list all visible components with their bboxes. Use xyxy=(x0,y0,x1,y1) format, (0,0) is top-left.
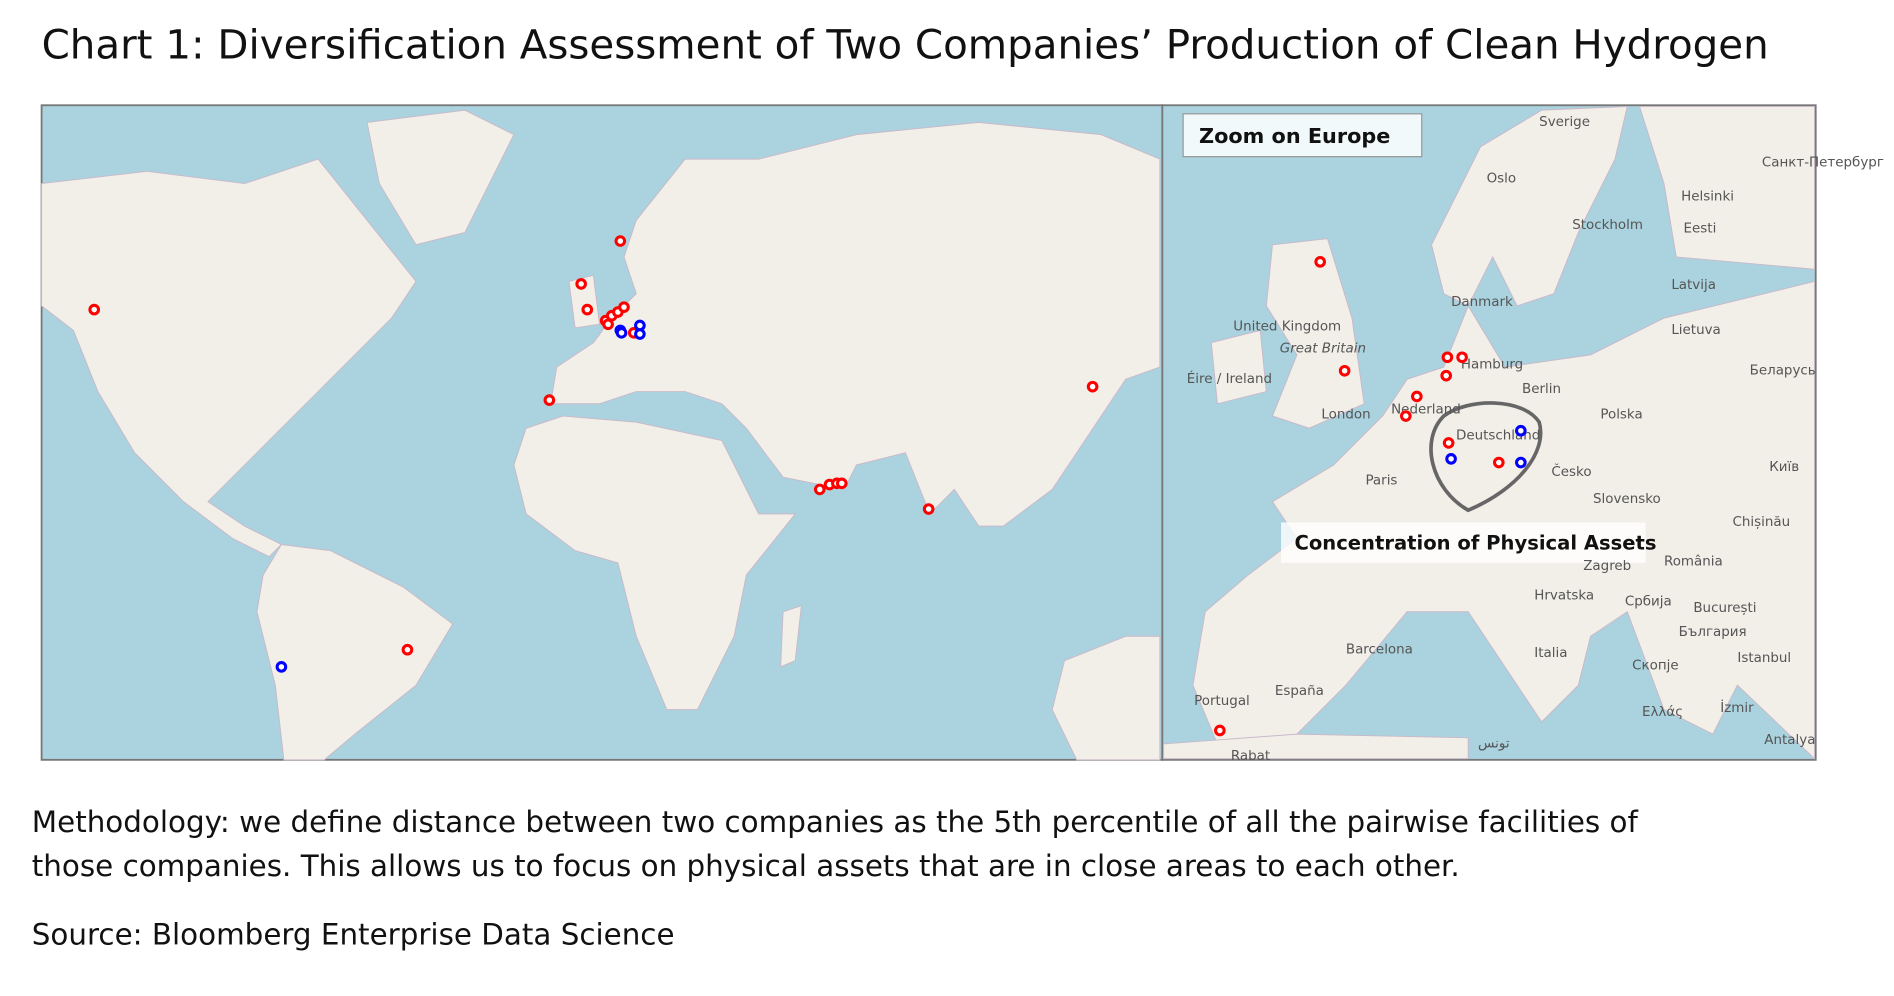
methodology-line: Methodology: we define distance between … xyxy=(32,805,1639,839)
place-label: Danmark xyxy=(1451,295,1513,310)
facility-marker xyxy=(614,235,627,247)
facility-marker xyxy=(1400,410,1412,422)
source: Source: Bloomberg Enterprise Data Scienc… xyxy=(32,918,675,952)
place-label: Deutschland xyxy=(1456,428,1540,443)
facility-marker xyxy=(581,303,594,316)
place-label: Hrvatska xyxy=(1534,589,1594,604)
place-label: Sverige xyxy=(1539,115,1590,130)
facility-marker xyxy=(1445,453,1457,465)
place-label: Србија xyxy=(1625,594,1672,610)
facility-marker xyxy=(602,318,614,331)
facility-marker xyxy=(543,394,556,406)
place-label: Київ xyxy=(1769,459,1799,475)
facility-marker xyxy=(1456,351,1468,364)
place-label: Italia xyxy=(1534,646,1567,661)
facility-marker xyxy=(1214,724,1226,737)
place-label: تونس xyxy=(1478,737,1510,752)
place-label: Санкт-Петербург xyxy=(1762,154,1884,170)
facility-marker xyxy=(575,278,587,290)
concentration-outline xyxy=(1429,401,1543,513)
place-label: Istanbul xyxy=(1737,651,1791,666)
facility-marker xyxy=(1314,256,1326,268)
place-label: España xyxy=(1275,684,1324,699)
facility-marker xyxy=(1411,390,1423,403)
facility-marker xyxy=(1086,380,1099,393)
inset-title-box xyxy=(1182,113,1423,158)
annotation-box xyxy=(1281,522,1646,563)
place-label: Hamburg xyxy=(1461,357,1523,372)
place-label: România xyxy=(1664,553,1723,569)
world-map xyxy=(40,104,1164,761)
facility-marker xyxy=(1338,364,1351,377)
place-label: Česko xyxy=(1551,462,1591,480)
place-label: Скопје xyxy=(1632,658,1679,673)
annotation: Concentration of Physical Assets xyxy=(1294,531,1656,554)
place-label: Chișinău xyxy=(1732,515,1790,530)
place-label: İzmir xyxy=(1720,698,1754,716)
place-label: Latvija xyxy=(1671,278,1716,293)
place-label: Rabat xyxy=(1231,749,1270,764)
place-label: United Kingdom xyxy=(1233,319,1341,334)
place-label: Helsinki xyxy=(1681,190,1734,205)
facility-marker xyxy=(1440,369,1453,382)
place-label: Lietuva xyxy=(1671,323,1720,338)
place-label: Portugal xyxy=(1194,694,1250,709)
place-label: Zagreb xyxy=(1583,559,1631,574)
facility-marker xyxy=(813,483,826,496)
title: Chart 1: Diversification Assessment of T… xyxy=(42,22,1769,69)
facility-marker xyxy=(1442,437,1455,449)
facility-marker xyxy=(401,643,414,656)
facility-marker xyxy=(275,661,288,673)
place-label: Paris xyxy=(1365,474,1397,489)
place-label: Oslo xyxy=(1487,171,1517,186)
place-label: London xyxy=(1321,407,1370,422)
facility-marker xyxy=(618,301,630,313)
facility-marker xyxy=(1515,424,1527,437)
place-label: Berlin xyxy=(1522,382,1561,397)
place-label: Great Britain xyxy=(1280,341,1366,356)
place-label: Eesti xyxy=(1684,221,1717,236)
place-label: Éire / Ireland xyxy=(1187,370,1272,387)
place-label: Polska xyxy=(1600,407,1642,422)
inset-title: Zoom on Europe xyxy=(1199,124,1390,148)
facility-marker xyxy=(1515,456,1527,469)
europe-map: Zoom on Europe Concentration of Physical… xyxy=(1161,104,1817,761)
facility-marker xyxy=(1441,351,1454,364)
place-label: București xyxy=(1693,601,1756,616)
place-label: Barcelona xyxy=(1346,642,1413,657)
facility-marker xyxy=(88,303,101,316)
facility-marker xyxy=(634,328,646,340)
place-label: Antalya xyxy=(1764,733,1815,748)
place-label: Slovensko xyxy=(1593,492,1661,507)
facility-marker xyxy=(615,327,628,339)
place-label: Stockholm xyxy=(1572,218,1643,233)
facility-marker xyxy=(835,477,848,490)
place-label: България xyxy=(1679,625,1747,640)
place-label: Ελλάς xyxy=(1642,704,1683,720)
facility-marker xyxy=(922,503,935,515)
methodology-line: those companies. This allows us to focus… xyxy=(32,849,1460,883)
place-label: Беларусь xyxy=(1750,363,1816,378)
facility-marker xyxy=(1492,456,1505,469)
